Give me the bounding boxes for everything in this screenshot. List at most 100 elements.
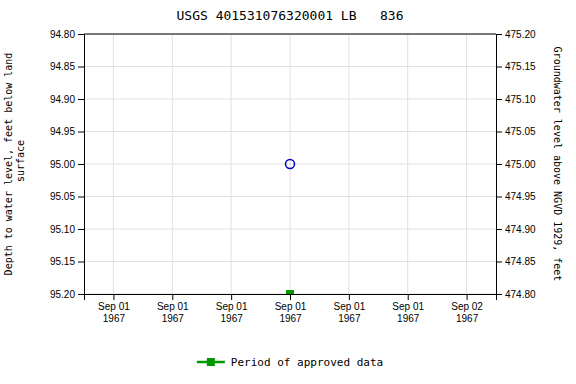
tick-mark xyxy=(231,294,232,300)
tick: 95.10 xyxy=(50,224,84,235)
tick-mark xyxy=(496,229,502,230)
y2-axis: 475.20475.15475.10475.05475.00474.95474.… xyxy=(496,29,536,300)
tick-label: Sep 011967 xyxy=(216,301,248,324)
chart: Sep 011967Sep 011967Sep 011967Sep 011967… xyxy=(0,0,576,384)
text-line: Groundwater level above NGVD 1929, feet xyxy=(552,47,563,282)
tick-mark xyxy=(496,99,502,100)
tick: 94.90 xyxy=(50,94,84,105)
text-line: Depth to water level, feet below land xyxy=(3,53,14,276)
tick-label: 474.85 xyxy=(505,256,536,267)
tick: 95.00 xyxy=(50,159,84,170)
legend-marker xyxy=(207,358,215,366)
text-line: 1967 xyxy=(162,313,185,324)
text-line: 1967 xyxy=(103,313,126,324)
legend: Period of approved data xyxy=(197,356,383,369)
x-axis: Sep 011967Sep 011967Sep 011967Sep 011967… xyxy=(85,294,497,324)
grid-line-y xyxy=(84,34,496,35)
title: USGS 401531076320001 LB 836 xyxy=(177,8,404,23)
tick-label: 95.00 xyxy=(50,159,75,170)
tick-mark xyxy=(496,294,502,295)
tick-label: Sep 011967 xyxy=(275,301,307,324)
text-line: surface xyxy=(15,140,26,188)
text-line: 1967 xyxy=(338,313,361,324)
tick-label: 475.15 xyxy=(505,61,536,72)
tick-label: 475.20 xyxy=(505,29,536,40)
text-line: Sep 01 xyxy=(98,301,130,312)
tick-mark xyxy=(113,294,114,300)
tick: Sep 011967 xyxy=(392,294,424,324)
tick: 94.85 xyxy=(50,61,84,72)
tick: Sep 021967 xyxy=(451,294,483,324)
tick-mark xyxy=(78,99,84,100)
point xyxy=(286,160,295,169)
text-line: Sep 01 xyxy=(157,301,189,312)
axis-line xyxy=(497,35,503,295)
tick-label: 94.80 xyxy=(50,29,75,40)
tick-mark xyxy=(349,294,350,300)
tick-mark xyxy=(78,67,84,68)
tick-mark xyxy=(290,294,291,300)
y-axis: 94.80 94.85 94.90 94.95 95.00 95.05 95.10 95.15… xyxy=(50,29,85,300)
tick: 94.95 xyxy=(50,126,84,137)
text-line: Sep 01 xyxy=(334,301,366,312)
tick: Sep 011967 xyxy=(275,294,307,324)
plot: Sep 011967Sep 011967Sep 011967Sep 011967… xyxy=(3,29,563,324)
tick-mark xyxy=(172,294,173,300)
text-line: Sep 02 xyxy=(451,301,483,312)
tick-mark xyxy=(496,164,502,165)
tick-label: Sep 011967 xyxy=(157,301,189,324)
grid xyxy=(84,34,496,294)
tick-label: 474.95 xyxy=(505,191,536,202)
grid-line-x xyxy=(172,34,173,294)
text-line: Sep 01 xyxy=(216,301,248,312)
tick: 95.05 xyxy=(50,191,84,202)
tick: Sep 011967 xyxy=(98,294,130,324)
tick: Sep 011967 xyxy=(334,294,366,324)
tick: 475.15 xyxy=(496,61,536,72)
text-line: Sep 01 xyxy=(275,301,307,312)
tick-label: Sep 011967 xyxy=(98,301,130,324)
axis-line xyxy=(78,35,85,295)
grid-line-x xyxy=(113,34,114,294)
tick-mark xyxy=(78,132,84,133)
text-line: 1967 xyxy=(221,313,244,324)
legend-label: Period of approved data xyxy=(231,356,383,369)
tick: 475.10 xyxy=(496,94,536,105)
grid-line-x xyxy=(231,34,232,294)
marks xyxy=(286,160,295,295)
tick-mark xyxy=(78,262,84,263)
text-line: 1967 xyxy=(456,313,479,324)
tick: 474.95 xyxy=(496,191,536,202)
tick: Sep 011967 xyxy=(216,294,248,324)
text-line: Sep 01 xyxy=(392,301,424,312)
tick-label: 475.05 xyxy=(505,126,536,137)
point xyxy=(286,290,294,294)
tick-mark xyxy=(496,67,502,68)
tick: 94.80 xyxy=(50,29,84,40)
tick-label: Sep 021967 xyxy=(451,301,483,324)
tick-label: Sep 011967 xyxy=(334,301,366,324)
tick-mark xyxy=(78,34,84,35)
series xyxy=(286,290,294,294)
tick-label: 95.10 xyxy=(50,224,75,235)
tick: 475.05 xyxy=(496,126,536,137)
tick-label: 474.90 xyxy=(505,224,536,235)
tick-mark xyxy=(496,132,502,133)
tick-label: 95.15 xyxy=(50,256,75,267)
tick-label: 95.05 xyxy=(50,191,75,202)
series xyxy=(286,160,295,169)
frame-top xyxy=(84,34,496,35)
grid-line-x xyxy=(290,34,291,294)
tick: 95.15 xyxy=(50,256,84,267)
tick-mark xyxy=(78,164,84,165)
y2-axis-label: Groundwater level above NGVD 1929, feet xyxy=(552,47,563,282)
tick: Sep 011967 xyxy=(157,294,189,324)
tick-mark xyxy=(496,34,502,35)
tick-mark xyxy=(408,294,409,300)
tick-mark xyxy=(78,197,84,198)
tick-label: 94.95 xyxy=(50,126,75,137)
tick-mark xyxy=(496,262,502,263)
grid-line-x xyxy=(466,34,467,294)
tick-label: Sep 011967 xyxy=(392,301,424,324)
axis-line xyxy=(85,295,497,301)
